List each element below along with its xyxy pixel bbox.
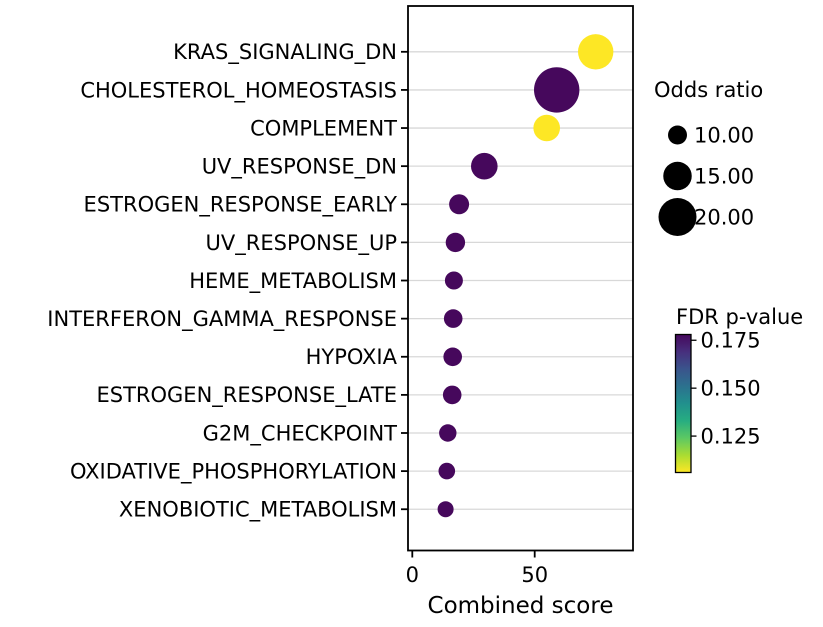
colorbar-title: FDR p-value (676, 305, 803, 329)
data-point-bubble (437, 501, 454, 518)
y-tick-label: UV_RESPONSE_DN (202, 155, 397, 180)
size-legend-circle (663, 161, 692, 191)
data-point-bubble (534, 67, 580, 113)
data-point-bubble (578, 34, 614, 70)
size-legend-label: 15.00 (694, 164, 754, 188)
y-tick-label: KRAS_SIGNALING_DN (173, 40, 397, 65)
x-axis-title: Combined score (428, 593, 614, 619)
y-tick-label: OXIDATIVE_PHOSPHORYLATION (70, 459, 397, 484)
data-point-bubble (443, 309, 463, 328)
data-point-bubble (443, 347, 463, 367)
data-point-bubble (445, 232, 466, 253)
size-legend-label: 20.00 (694, 205, 754, 229)
data-point-bubble (439, 424, 457, 442)
y-tick-label: XENOBIOTIC_METABOLISM (119, 498, 397, 523)
y-tick-label: HYPOXIA (306, 345, 398, 369)
size-legend-label: 10.00 (694, 123, 754, 147)
size-legend-circle (658, 198, 697, 236)
y-tick-label: INTERFERON_GAMMA_RESPONSE (47, 307, 397, 332)
data-point-bubble (444, 271, 463, 290)
colorbar-tick-label: 0.175 (701, 329, 761, 353)
x-tick-label: 0 (406, 563, 419, 587)
colorbar-tick-label: 0.150 (701, 377, 761, 401)
data-point-bubble (533, 114, 560, 142)
size-legend-title: Odds ratio (654, 78, 763, 102)
size-legend-circle (668, 125, 687, 145)
data-point-bubble (471, 152, 498, 180)
data-point-bubble (442, 385, 462, 405)
data-point-bubble (438, 462, 456, 480)
colorbar-tick-label: 0.125 (701, 424, 761, 448)
y-tick-label: COMPLEMENT (250, 116, 397, 140)
y-tick-label: ESTROGEN_RESPONSE_EARLY (84, 193, 398, 218)
x-tick-label: 50 (521, 563, 548, 587)
y-tick-label: G2M_CHECKPOINT (203, 421, 398, 446)
plot-border (407, 5, 634, 552)
y-tick-label: HEME_METABOLISM (189, 269, 397, 294)
y-tick-label: CHOLESTEROL_HOMEOSTASIS (80, 78, 397, 103)
y-tick-label: UV_RESPONSE_UP (206, 231, 397, 256)
data-point-bubble (449, 194, 470, 215)
y-tick-label: ESTROGEN_RESPONSE_LATE (96, 383, 397, 408)
colorbar-gradient (674, 333, 692, 474)
